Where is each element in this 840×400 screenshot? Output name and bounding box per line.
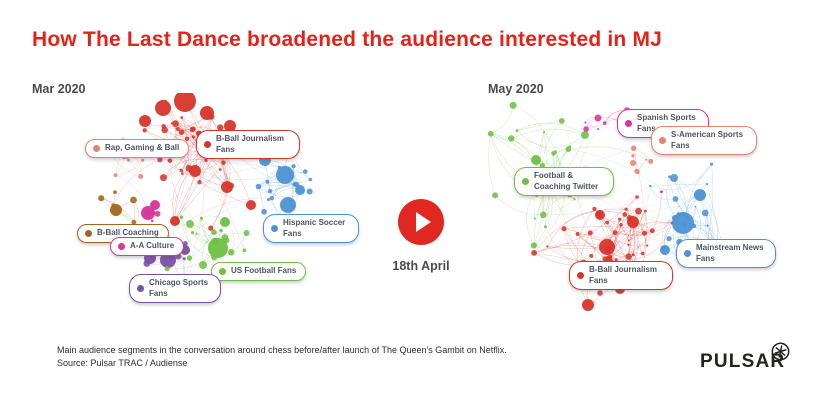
- segment-dot: [625, 120, 632, 127]
- segment-dot: [522, 178, 529, 185]
- segment-label-rap-gaming-ball: Rap, Gaming & Ball: [85, 139, 190, 158]
- segment-label-text: Hispanic Soccer Fans: [283, 218, 346, 238]
- segment-label-text: A-A Culture: [130, 241, 175, 250]
- play-icon: [416, 212, 431, 232]
- segment-label-us-football-fans: US Football Fans: [211, 262, 307, 281]
- segment-label-chicago-sports-fans: Chicago Sports Fans: [129, 274, 221, 303]
- segment-label-text: Spanish Sports Fans: [637, 113, 696, 133]
- chart-title-mar-2020: Mar 2020: [32, 82, 86, 96]
- footer-caption: Main audience segments in the conversati…: [57, 345, 507, 355]
- pulsar-logo-icon: [771, 342, 790, 361]
- footer-source: Source: Pulsar TRAC / Audiense: [57, 358, 188, 368]
- segment-label-football-coaching-twitter: Football & Coaching Twitter: [514, 167, 614, 196]
- segment-dot: [93, 144, 100, 152]
- segment-label-text: S-American Sports Fans: [671, 130, 744, 150]
- segment-dot: [219, 267, 226, 275]
- segment-label-text: B-Ball Journalism Fans: [216, 134, 285, 154]
- footer: Main audience segments in the conversati…: [57, 344, 507, 370]
- segment-label-text: Chicago Sports Fans: [149, 278, 209, 298]
- play-button[interactable]: [398, 199, 444, 245]
- segment-label-b-ball-journalism-fans: B-Ball Journalism Fans: [196, 130, 300, 159]
- segment-dot: [85, 229, 92, 237]
- segment-label-text: B-Ball Journalism Fans: [589, 265, 658, 285]
- segment-label-text: Football & Coaching Twitter: [534, 171, 599, 191]
- segment-dot: [271, 225, 278, 232]
- page-title: How The Last Dance broadened the audienc…: [32, 28, 663, 51]
- pulsar-logo-text: PULSAR: [700, 351, 786, 372]
- segment-label-a-a-culture: A-A Culture: [110, 237, 185, 256]
- segment-label-b-ball-journalism-fans: B-Ball Journalism Fans: [569, 261, 673, 290]
- segment-label-hispanic-soccer-fans: Hispanic Soccer Fans: [263, 214, 359, 243]
- segment-dot: [659, 137, 666, 144]
- segment-dot: [577, 272, 584, 279]
- segment-dot: [118, 242, 125, 250]
- segment-dot: [137, 285, 144, 292]
- segment-dot: [204, 141, 211, 148]
- segment-label-s-american-sports-fans: S-American Sports Fans: [651, 126, 757, 155]
- segment-label-text: US Football Fans: [231, 266, 297, 275]
- segment-label-text: Rap, Gaming & Ball: [105, 143, 180, 152]
- chart-title-may-2020: May 2020: [488, 82, 544, 96]
- segment-label-mainstream-news-fans: Mainstream News Fans: [676, 239, 776, 268]
- segment-dot: [684, 250, 691, 257]
- event-date-label: 18th April: [392, 259, 450, 273]
- segment-label-text: Mainstream News Fans: [696, 243, 764, 263]
- segment-label-text: B-Ball Coaching: [97, 228, 159, 237]
